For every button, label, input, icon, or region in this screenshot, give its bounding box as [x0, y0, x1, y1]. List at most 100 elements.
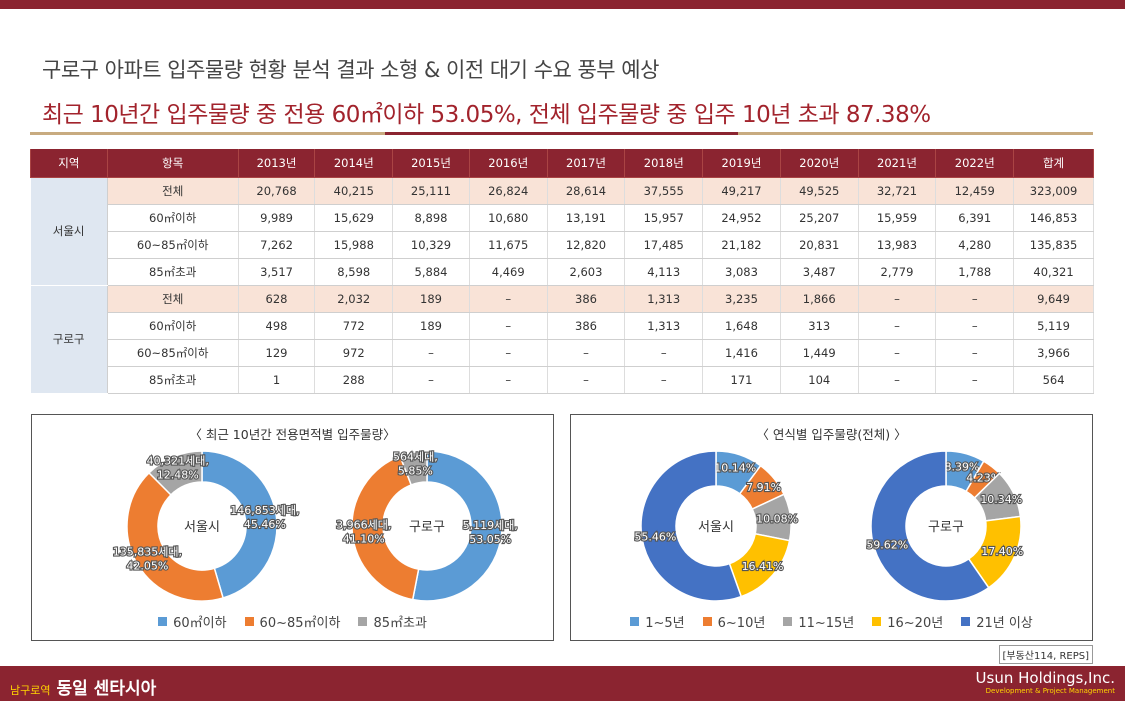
table-header-row: 지역 항목 2013년 2014년 2015년 2016년 2017년 2018년 2019년 2…: [30, 149, 1094, 178]
value-cell: 1,866: [780, 285, 859, 313]
value-cell: 8,598: [314, 258, 394, 286]
item-cell: 85㎡초과: [107, 366, 239, 394]
column-header: 합계: [1013, 149, 1094, 178]
data-label: 12.48%: [157, 468, 199, 481]
value-cell: 313: [780, 312, 859, 340]
footer-project-name: 동일 센타시아: [56, 679, 157, 699]
supply-table: 지역 항목 2013년 2014년 2015년 2016년 2017년 2018년 2019년 2…: [30, 149, 1094, 394]
value-cell: 3,966: [1013, 339, 1094, 367]
top-accent-bar: [0, 0, 1125, 9]
donut-center-label: 구로구: [409, 520, 445, 535]
table-row: 60~85㎡이하 7,262 15,988 10,329 11,675 12,820 17,…: [31, 231, 1094, 259]
item-cell: 전체: [107, 177, 239, 205]
value-cell: 20,768: [238, 177, 316, 205]
data-label: 5.85%: [398, 465, 433, 478]
footer-station: 남구로역: [10, 684, 51, 697]
value-cell: –: [469, 285, 548, 313]
area-donut-charts: 146,853세대,45.46% 135,835세대,42.05% 40,321세대…: [112, 449, 519, 602]
value-cell: –: [469, 312, 548, 340]
data-label: 16.41%: [742, 560, 784, 573]
item-cell: 전체: [107, 285, 239, 313]
column-header: 2021년: [857, 149, 937, 178]
value-cell: –: [392, 366, 470, 394]
data-label: 55.46%: [634, 530, 676, 543]
value-cell: 772: [314, 312, 394, 340]
value-cell: 5,119: [1013, 312, 1094, 340]
data-label: 8.39%: [945, 461, 980, 474]
data-label: 10.08%: [756, 513, 798, 526]
table-row: 60㎡이하 498 772 189–386 1,313 1,648 313– –5,119: [31, 312, 1094, 340]
footer-tagline: Development & Project Management: [985, 687, 1115, 695]
value-cell: –: [935, 366, 1015, 394]
legend-label: 60㎡이하: [173, 616, 227, 631]
value-cell: 26,824: [469, 177, 548, 205]
item-cell: 60㎡이하: [107, 204, 239, 232]
value-cell: –: [935, 285, 1015, 313]
value-cell: 10,680: [469, 204, 548, 232]
value-cell: 20,831: [780, 231, 859, 259]
legend-swatch: [358, 617, 368, 626]
region-cell: 구로구: [30, 285, 108, 394]
value-cell: 129: [238, 339, 316, 367]
area-chart-legend: 60㎡이하 60~85㎡이하 85㎡초과: [32, 612, 553, 631]
legend-swatch: [158, 617, 168, 626]
legend-label: 16~20년: [887, 616, 944, 631]
value-cell: 189: [392, 312, 470, 340]
value-cell: 3,487: [780, 258, 859, 286]
area-chart-panel: 〈 최근 10년간 전용면적별 입주물량〉 146,853세대, 45.46% 13…: [31, 414, 554, 641]
value-cell: –: [469, 366, 548, 394]
value-cell: 104: [780, 366, 859, 394]
legend-label: 1~5년: [645, 616, 685, 631]
value-cell: 17,485: [624, 231, 704, 259]
data-label: 45.46%: [244, 518, 286, 531]
value-cell: –: [392, 339, 470, 367]
value-cell: –: [624, 339, 704, 367]
legend-swatch: [783, 617, 793, 626]
data-label: 59.62%: [866, 538, 908, 551]
legend-label: 60~85㎡이하: [259, 616, 341, 631]
value-cell: 9,989: [238, 204, 316, 232]
legend-label: 85㎡초과: [373, 616, 427, 631]
value-cell: 13,983: [858, 231, 937, 259]
value-cell: 40,215: [314, 177, 394, 205]
value-cell: 11,675: [469, 231, 548, 259]
value-cell: 972: [314, 339, 394, 367]
value-cell: 4,469: [469, 258, 548, 286]
value-cell: 7,262: [238, 231, 316, 259]
data-label: 41.10%: [343, 533, 385, 546]
value-cell: 12,459: [935, 177, 1015, 205]
value-cell: 25,207: [780, 204, 859, 232]
value-cell: 386: [547, 312, 626, 340]
value-cell: 49,217: [702, 177, 781, 205]
value-cell: 40,321: [1013, 258, 1094, 286]
age-chart-legend: 1~5년 6~10년 11~15년 16~20년 21년 이상: [571, 612, 1092, 631]
value-cell: 21,182: [702, 231, 781, 259]
column-header: 2022년: [935, 149, 1015, 178]
value-cell: –: [469, 339, 548, 367]
value-cell: 15,629: [314, 204, 394, 232]
value-cell: 146,853: [1013, 204, 1094, 232]
value-cell: 1,416: [702, 339, 781, 367]
legend-item: 60㎡이하: [158, 612, 227, 631]
legend-item: 85㎡초과: [358, 612, 427, 631]
value-cell: 37,555: [624, 177, 704, 205]
age-chart-title: 〈 연식별 입주물량(전체) 〉: [756, 427, 907, 442]
value-cell: 3,517: [238, 258, 316, 286]
data-label: 42.05%: [126, 559, 168, 572]
value-cell: –: [547, 339, 626, 367]
table-row: 구로구 전체 628 2,032 189–386 1,313 3,235 1,866– –9,6…: [30, 285, 1094, 394]
legend-item: 6~10년: [702, 612, 765, 631]
table-row: 서울시 전체 20,768 40,215 25,111 26,824 28,614 37,55…: [30, 177, 1094, 286]
source-note: [부동산114, REPS]: [998, 645, 1093, 664]
value-cell: –: [624, 366, 704, 394]
value-cell: 189: [392, 285, 470, 313]
value-cell: 4,113: [624, 258, 704, 286]
data-label: 5,119세대,: [463, 519, 518, 532]
value-cell: 1,313: [624, 285, 704, 313]
column-header: 2016년: [468, 149, 548, 178]
value-cell: 135,835: [1013, 231, 1094, 259]
data-label: 3,966세대,: [336, 519, 391, 532]
data-label: 53.05%: [469, 533, 511, 546]
column-header: 2019년: [702, 149, 781, 178]
